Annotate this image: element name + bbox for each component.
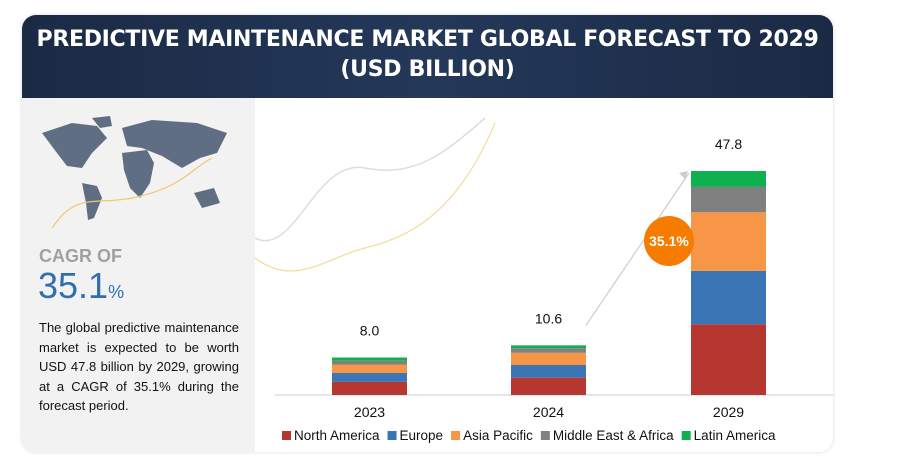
cagr-label: CAGR OF <box>39 246 122 266</box>
chart-subtitle: (USD BILLION) <box>340 57 515 82</box>
total-label-2024: 10.6 <box>535 310 562 326</box>
legend-label: Asia Pacific <box>463 428 533 443</box>
cagr-bubble <box>644 216 694 266</box>
bar-segment-latin-america-2023 <box>332 357 407 361</box>
bar-segment-latin-america-2029 <box>691 171 766 187</box>
total-label-2023: 8.0 <box>360 323 380 339</box>
legend-swatch <box>540 431 550 440</box>
cagr-value: 35.1% <box>38 265 124 307</box>
arrow-head-icon <box>679 171 688 179</box>
x-tick-label: 2029 <box>713 404 744 420</box>
bar-segment-latin-america-2024 <box>511 345 586 349</box>
bar-segment-middle-east-africa-2024 <box>511 348 586 353</box>
legend-label: Middle East & Africa <box>553 428 674 443</box>
cagr-unit: % <box>108 282 125 302</box>
legend-label: Latin America <box>694 428 776 443</box>
cagr-number: 35.1 <box>38 265 109 306</box>
cagr-bubble-label: 35.1% <box>649 233 689 249</box>
bar-segment-europe-2023 <box>332 372 407 382</box>
summary-panel: CAGR OF 35.1% The global predictive main… <box>22 98 255 452</box>
chart-title: PREDICTIVE MAINTENANCE MARKET GLOBAL FOR… <box>36 27 819 52</box>
bar-segment-north-america-2024 <box>511 377 586 395</box>
infographic-card: PREDICTIVE MAINTENANCE MARKET GLOBAL FOR… <box>22 15 833 452</box>
bar-segment-middle-east-africa-2029 <box>691 186 766 213</box>
x-tick-label: 2023 <box>354 404 385 420</box>
legend-label: Europe <box>400 428 444 443</box>
bar-segment-europe-2024 <box>511 365 586 378</box>
stacked-bar-chart: 8.0 2023 10.6 2024 47.8 2029 35.1% North Americ… <box>255 117 833 443</box>
bar-segment-europe-2029 <box>691 270 766 325</box>
legend-swatch <box>681 431 691 440</box>
legend-swatch <box>282 431 291 440</box>
bar-segment-north-america-2023 <box>332 381 407 395</box>
total-label-2029: 47.8 <box>715 136 742 152</box>
x-tick-label: 2024 <box>533 404 564 420</box>
legend-label: North America <box>294 428 380 443</box>
world-map-icon <box>42 116 227 228</box>
growth-arrow <box>585 172 690 326</box>
bar-segment-middle-east-africa-2023 <box>332 360 407 365</box>
bar-segment-asia-pacific-2024 <box>511 352 586 366</box>
legend-swatch <box>387 431 397 440</box>
bar-segment-asia-pacific-2029 <box>691 212 766 271</box>
legend-swatch <box>451 431 461 440</box>
bar-segment-asia-pacific-2023 <box>332 364 407 373</box>
bar-segment-north-america-2029 <box>691 324 766 395</box>
header: PREDICTIVE MAINTENANCE MARKET GLOBAL FOR… <box>22 15 833 98</box>
description: The global predictive maintenance market… <box>39 320 239 413</box>
